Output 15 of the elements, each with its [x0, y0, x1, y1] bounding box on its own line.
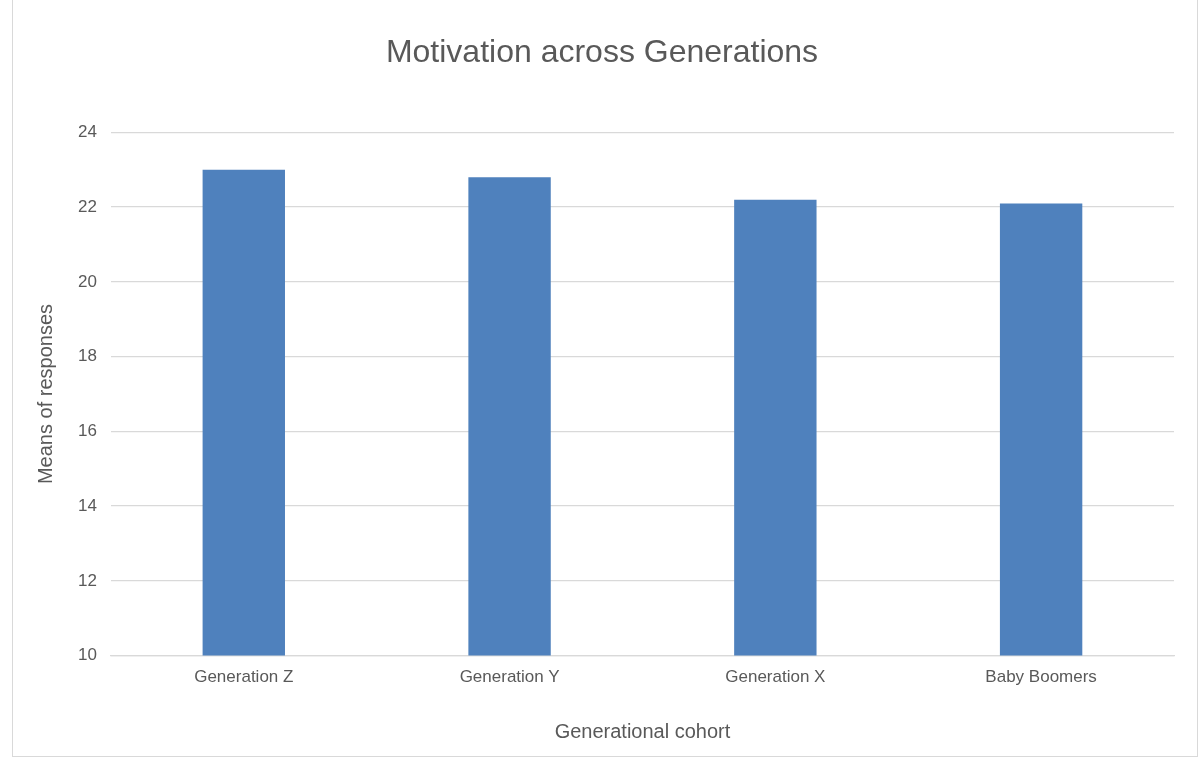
y-tick-label: 20 — [77, 271, 97, 291]
y-tick-label: 18 — [77, 346, 97, 366]
x-tick-label: Generation Y — [459, 667, 560, 687]
y-tick-label: 12 — [77, 570, 97, 590]
y-tick-label: 22 — [77, 196, 97, 216]
x-tick-label: Generation Z — [194, 667, 294, 687]
y-tick-label: 14 — [77, 495, 97, 515]
y-axis-title: Means of responses — [33, 303, 56, 485]
y-tick-label: 16 — [77, 421, 97, 441]
x-tick-label: Baby Boomers — [985, 667, 1097, 687]
y-tick-label: 24 — [77, 122, 97, 142]
chart-title: Motivation across Generations — [385, 33, 819, 70]
x-axis-title: Generational cohort — [554, 719, 731, 742]
x-tick-label: Generation X — [725, 667, 826, 687]
y-tick-label: 10 — [77, 645, 97, 665]
